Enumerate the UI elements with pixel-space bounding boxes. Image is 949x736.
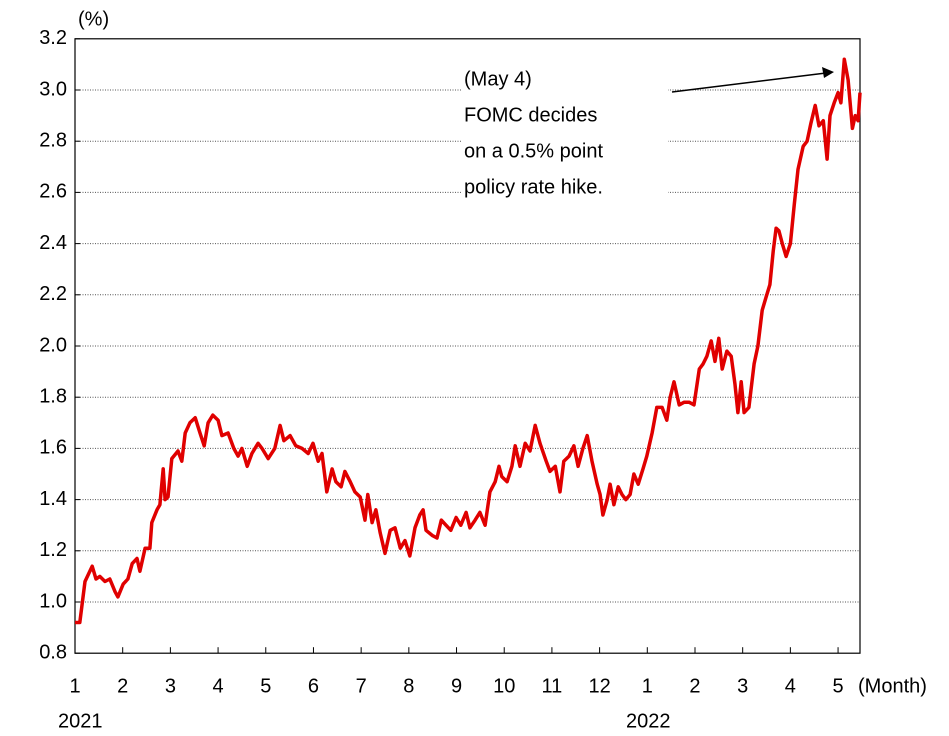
y-tick-label: 0.8 <box>39 641 67 663</box>
y-tick-label: 2.6 <box>39 181 67 203</box>
x-tick-label: 1 <box>69 675 80 697</box>
chart: (%) (Month) 2021 2022 (May 4) FOMC decid… <box>0 0 949 736</box>
y-tick-label: 2.8 <box>39 129 67 151</box>
x-tick-label: 6 <box>308 675 319 697</box>
year-label: 2021 <box>58 710 103 732</box>
x-tick-label: 3 <box>737 675 748 697</box>
y-tick-label: 3.0 <box>39 78 67 100</box>
x-tick-label: 4 <box>785 675 796 697</box>
x-tick-label: 5 <box>832 675 843 697</box>
y-tick-label: 1.8 <box>39 385 67 407</box>
annotation-line: (May 4) <box>464 68 532 90</box>
arrow-head <box>822 67 834 78</box>
x-tick-label: 4 <box>213 675 224 697</box>
y-tick-label: 2.0 <box>39 334 67 356</box>
x-tick-label: 11 <box>542 675 563 697</box>
annotation-line: on a 0.5% point <box>464 140 603 162</box>
x-tick-label: 10 <box>493 675 515 697</box>
annotation-arrow <box>672 73 826 92</box>
y-tick-label: 1.0 <box>39 590 67 612</box>
y-tick-label: 1.6 <box>39 437 67 459</box>
x-tick-label: 9 <box>451 675 462 697</box>
x-tick-label: 7 <box>356 675 367 697</box>
y-tick-label: 2.2 <box>39 283 67 305</box>
annotation-line: policy rate hike. <box>464 176 603 198</box>
x-tick-label: 8 <box>403 675 414 697</box>
x-tick-label: 1 <box>642 675 653 697</box>
x-tick-label: 3 <box>165 675 176 697</box>
x-tick-label: 12 <box>588 675 610 697</box>
x-tick-label: 2 <box>117 675 128 697</box>
year-label: 2022 <box>626 710 671 732</box>
annotation-line: FOMC decides <box>464 104 597 126</box>
y-tick-label: 2.4 <box>39 232 67 254</box>
x-tick-label: 2 <box>689 675 700 697</box>
y-tick-label: 1.4 <box>39 488 67 510</box>
x-axis-label: (Month) <box>858 675 927 697</box>
y-axis-label: (%) <box>78 8 109 30</box>
x-tick-label: 5 <box>260 675 271 697</box>
y-tick-label: 3.2 <box>39 27 67 49</box>
y-tick-label: 1.2 <box>39 539 67 561</box>
